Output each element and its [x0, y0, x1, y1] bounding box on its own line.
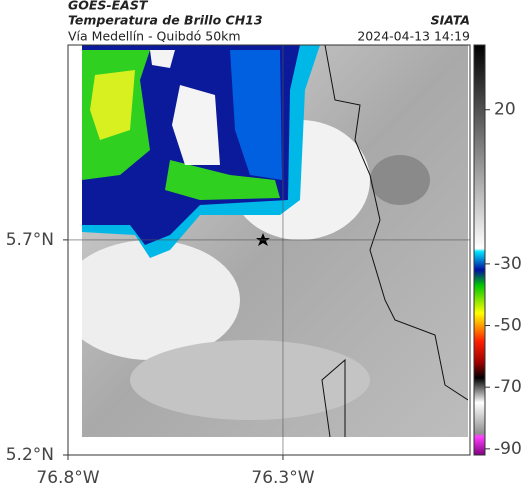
subtitle: Temperatura de Brillo CH13: [68, 13, 263, 28]
cloud: [370, 155, 430, 205]
coastline: [321, 45, 468, 437]
y-tick-label: 5.7°N: [6, 230, 54, 250]
region: Vía Medellín - Quibdó 50km: [68, 29, 241, 44]
cold-cloud: [230, 50, 282, 180]
cloud: [82, 240, 240, 360]
map-frame: [67, 44, 471, 456]
colorbar-tick-label: -70: [494, 377, 522, 397]
x-tick-label: 76.3°W: [251, 468, 314, 488]
cold-cloud: [165, 160, 280, 200]
timestamp: 2024-04-13 14:19: [357, 29, 470, 44]
clear-hole: [150, 50, 175, 68]
source: SIATA: [431, 13, 470, 28]
colorbar-tick-label: -50: [494, 316, 522, 336]
dynamic: 76.8°W 76.3°W 5.2°N 5.7°N 20 -30 -50 -70 -90: [6, 45, 522, 488]
colorbar-tick-label: 20: [494, 100, 516, 120]
colorbar-tick-label: -90: [494, 439, 522, 459]
location-marker: [256, 233, 270, 246]
cold-cloud: [90, 70, 135, 140]
clear-hole: [172, 85, 220, 165]
colorbar-tick-label: -30: [494, 254, 522, 274]
cloud: [130, 340, 370, 420]
title: GOES-EAST: [68, 0, 149, 13]
satellite-image: [82, 45, 468, 437]
y-tick-label: 5.2°N: [6, 445, 54, 465]
colorbar: [473, 44, 486, 456]
x-tick-label: 76.8°W: [36, 468, 99, 488]
